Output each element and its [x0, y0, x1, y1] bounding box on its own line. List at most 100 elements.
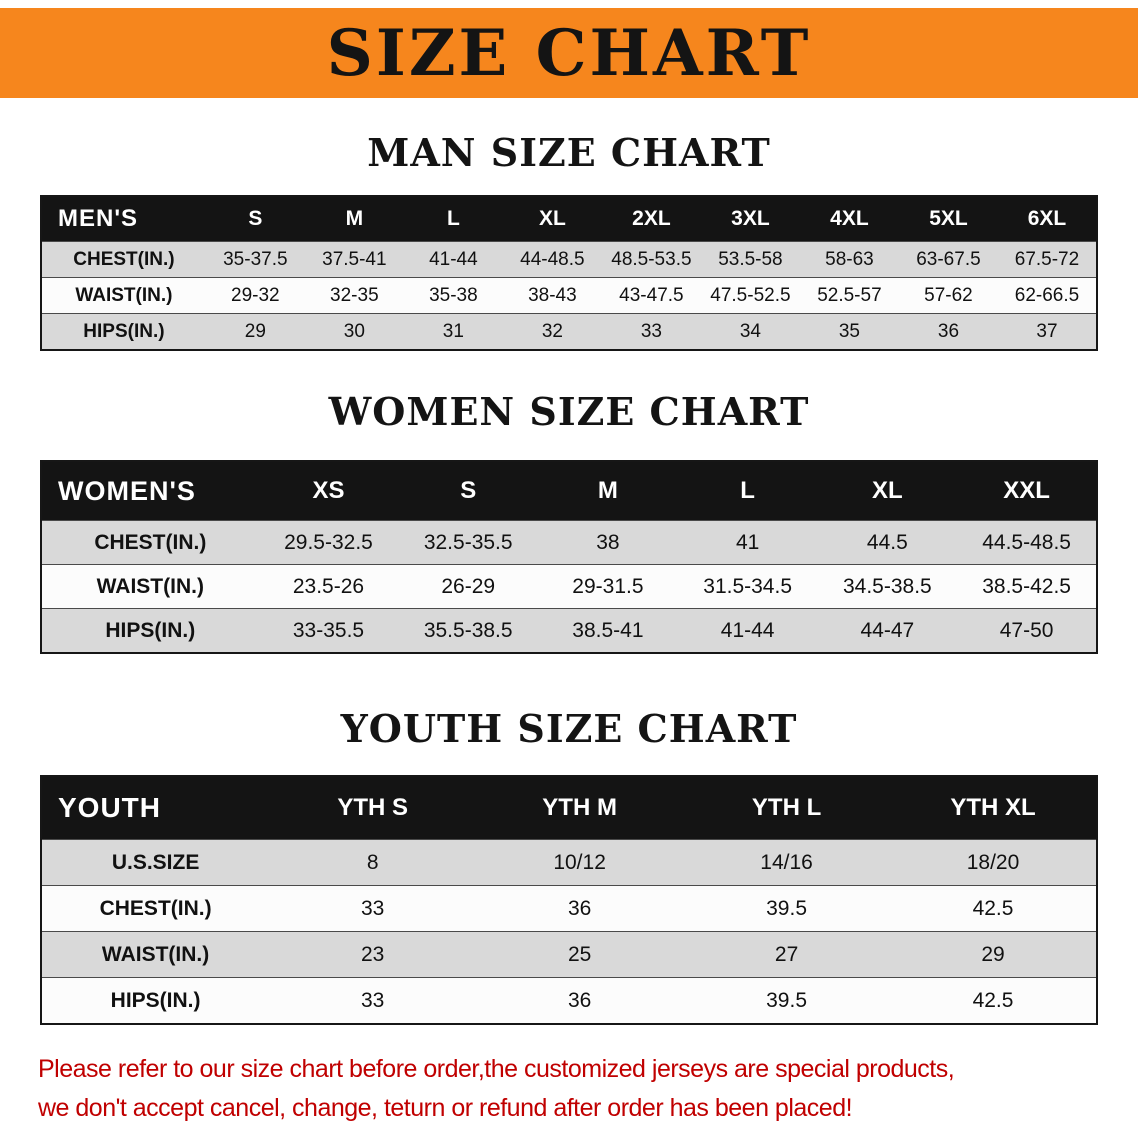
youth-section-heading: YOUTH SIZE CHART: [340, 706, 798, 751]
measurement-value-cell: 58-63: [825, 248, 874, 270]
size-chart-page: SIZE CHART MAN SIZE CHART MEN'S S M L XL 2XL 3…: [0, 8, 1138, 1123]
measurement-value-cell: 36: [567, 896, 592, 920]
size-column-header: XL: [502, 196, 602, 242]
size-column-header: YTH XL: [890, 776, 1097, 840]
measurement-value-cell: 33: [360, 988, 385, 1012]
measurement-value-cell: 62-66.5: [1014, 284, 1080, 306]
title-banner: SIZE CHART: [0, 8, 1138, 98]
measurement-row-label: WAIST(IN.): [75, 284, 173, 306]
size-column-header: 5XL: [898, 196, 998, 242]
size-column-header: 4XL: [799, 196, 899, 242]
measurement-value-cell: 27: [774, 942, 799, 966]
size-column-header: YTH L: [683, 776, 891, 840]
measurement-value-cell: 29.5-32.5: [284, 530, 373, 554]
measurement-value-cell: 29: [244, 320, 266, 342]
notice-line-1: Please refer to our size chart before or…: [38, 1055, 955, 1083]
measurement-value-cell: 43-47.5: [619, 284, 684, 306]
size-column-header: L: [677, 461, 818, 521]
measurement-value-cell: 38.5-42.5: [982, 574, 1071, 598]
notice-line-2: we don't accept cancel, change, teturn o…: [38, 1094, 853, 1122]
measurement-row-label: WAIST(IN.): [101, 942, 210, 966]
measurement-value-cell: 8: [366, 850, 379, 874]
measurement-value-cell: 33-35.5: [292, 618, 365, 642]
table-row: HIPS(IN.) 33 36 39.5 42.5: [41, 977, 1097, 1024]
size-column-header: YTH M: [476, 776, 684, 840]
measurement-value-cell: 34: [739, 320, 761, 342]
measurement-value-cell: 41: [735, 530, 760, 554]
measurement-value-cell: 29: [981, 942, 1005, 966]
size-column-header: 3XL: [700, 196, 800, 242]
measurement-value-cell: 39.5: [766, 988, 807, 1012]
table-row: WAIST(IN.) 23 25 27 29: [41, 931, 1097, 978]
measurement-value-cell: 35: [838, 320, 860, 342]
table-header-row: YOUTH YTH S YTH M YTH L YTH XL: [41, 776, 1097, 840]
order-notice: Please refer to our size chart before or…: [38, 1055, 1100, 1123]
women-section-heading: WOMEN SIZE CHART: [328, 389, 810, 434]
measurement-value-cell: 47-50: [999, 618, 1054, 642]
women-size-table: WOMEN'S XS S M L XL XXL CHEST(IN.) 29.5-32.5 32.5…: [40, 460, 1098, 654]
table-header-row: WOMEN'S XS S M L XL XXL: [41, 461, 1097, 521]
measurement-row-label: CHEST(IN.): [73, 248, 175, 270]
measurement-value-cell: 44-48.5: [520, 248, 585, 270]
measurement-value-cell: 48.5-53.5: [611, 248, 692, 270]
measurement-value-cell: 53.5-58: [718, 248, 783, 270]
men-section: MAN SIZE CHART MEN'S S M L XL 2XL 3XL 4XL 5XL 6XL…: [0, 130, 1138, 351]
size-column-header: XS: [258, 461, 399, 521]
measurement-row-label: HIPS(IN.): [105, 618, 196, 642]
size-column-header: XXL: [957, 461, 1097, 521]
measurement-value-cell: 33: [360, 896, 385, 920]
measurement-value-cell: 52.5-57: [817, 284, 882, 306]
size-column-header: XL: [817, 461, 958, 521]
measurement-value-cell: 23.5-26: [292, 574, 365, 598]
men-section-heading: MAN SIZE CHART: [367, 130, 771, 175]
measurement-value-cell: 36: [937, 320, 960, 342]
measurement-value-cell: 67.5-72: [1014, 248, 1080, 270]
size-column-header: S: [398, 461, 539, 521]
measurement-value-cell: 39.5: [766, 896, 807, 920]
men-size-table: MEN'S S M L XL 2XL 3XL 4XL 5XL 6XL CHEST(IN.) 35-37…: [40, 195, 1098, 351]
measurement-value-cell: 32-35: [330, 284, 379, 306]
table-header-row: MEN'S S M L XL 2XL 3XL 4XL 5XL 6XL: [41, 196, 1097, 242]
measurement-value-cell: 42.5: [972, 896, 1014, 920]
table-row: CHEST(IN.) 29.5-32.5 32.5-35.5 38 41 44.5 44.5…: [41, 520, 1097, 565]
measurement-value-cell: 35-38: [429, 284, 478, 306]
measurement-value-cell: 36: [567, 988, 592, 1012]
table-row: HIPS(IN.) 33-35.5 35.5-38.5 38.5-41 41-44 44-…: [41, 608, 1097, 653]
measurement-value-cell: 35-37.5: [223, 248, 288, 270]
measurement-row-label: HIPS(IN.): [83, 320, 165, 342]
measurement-value-cell: 57-62: [924, 284, 973, 306]
measurement-value-cell: 32: [541, 320, 563, 342]
measurement-value-cell: 31.5-34.5: [703, 574, 793, 598]
table-row: CHEST(IN.) 33 36 39.5 42.5: [41, 885, 1097, 932]
size-column-header: 6XL: [997, 196, 1097, 242]
measurement-value-cell: 37.5-41: [322, 248, 387, 270]
measurement-value-cell: 44-47: [860, 618, 915, 642]
table-title-cell: MEN'S: [41, 196, 206, 242]
measurement-value-cell: 25: [567, 942, 592, 966]
measurement-value-cell: 44.5-48.5: [982, 530, 1071, 554]
measurement-value-cell: 41-44: [429, 248, 478, 270]
table-title-cell: WOMEN'S: [41, 461, 259, 521]
measurement-value-cell: 38: [596, 530, 620, 554]
measurement-value-cell: 41-44: [720, 618, 775, 642]
measurement-value-cell: 63-67.5: [916, 248, 981, 270]
measurement-value-cell: 14/16: [760, 850, 813, 874]
measurement-value-cell: 10/12: [553, 850, 606, 874]
size-column-header: L: [403, 196, 503, 242]
table-title-cell: YOUTH: [41, 776, 270, 840]
measurement-row-label: U.S.SIZE: [111, 850, 200, 874]
size-column-header: 2XL: [601, 196, 701, 242]
size-column-header: M: [304, 196, 404, 242]
measurement-value-cell: 29-31.5: [572, 574, 644, 598]
size-column-header: M: [538, 461, 678, 521]
measurement-value-cell: 31: [442, 320, 464, 342]
measurement-value-cell: 35.5-38.5: [423, 618, 513, 642]
measurement-value-cell: 23: [360, 942, 385, 966]
measurement-row-label: CHEST(IN.): [94, 530, 207, 554]
measurement-row-label: WAIST(IN.): [96, 574, 204, 598]
youth-section: YOUTH SIZE CHART YOUTH YTH S YTH M YTH L YTH…: [0, 706, 1138, 1025]
women-section: WOMEN SIZE CHART WOMEN'S XS S M L XL XXL CHEST(…: [0, 389, 1138, 654]
measurement-value-cell: 38-43: [528, 284, 577, 306]
measurement-value-cell: 33: [640, 320, 662, 342]
measurement-value-cell: 42.5: [972, 988, 1014, 1012]
